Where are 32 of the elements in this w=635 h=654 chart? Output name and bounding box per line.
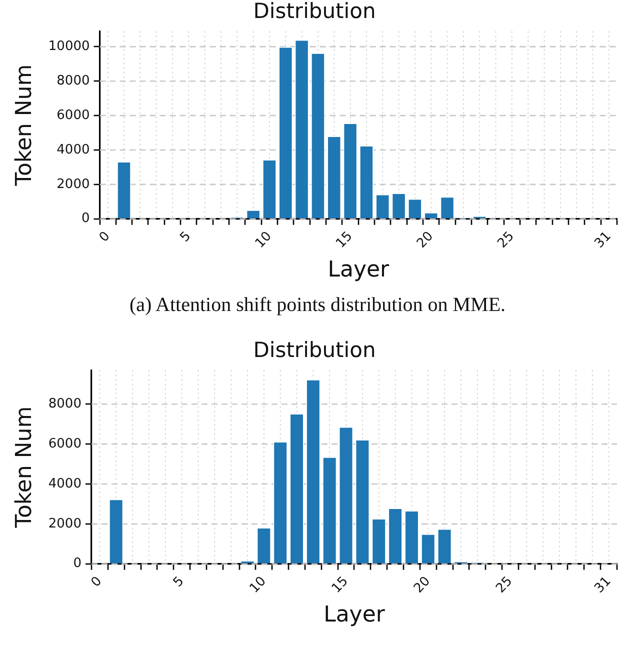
x-tick-label: 15 [329,574,352,596]
y-tick-label: 2000 [48,516,82,532]
y-tick-label: 6000 [56,108,90,123]
x-tick-label: 5 [177,228,194,246]
x-tick-label: 10 [252,228,275,252]
chart-title: Distribution [253,338,376,362]
y-tick-label: 4000 [48,476,82,492]
x-tick-label: 31 [592,574,614,596]
x-tick-label: 25 [493,574,516,596]
y-axis-title: Token Num [12,406,37,529]
x-tick-label: 15 [333,228,356,252]
x-tick-label: 20 [414,228,436,252]
y-tick-label: 8000 [56,74,90,89]
x-tick-label: 5 [170,574,188,590]
y-tick-label: 6000 [48,436,82,452]
x-axis-title: Layer [328,258,390,283]
chart-title: Distribution [253,0,376,24]
y-tick-label: 4000 [56,142,90,158]
y-tick-label: 0 [81,211,90,226]
y-axis-title: Token Num [12,64,37,187]
y-tick-label: 10000 [48,39,90,54]
x-axis-title: Layer [324,602,386,628]
x-tick-label: 20 [411,574,434,596]
y-tick-label: 2000 [56,176,90,192]
text: (a) Attention shift points distribution on MME. [128,294,507,317]
x-tick-label: 25 [495,228,518,252]
y-tick-label: 8000 [48,396,82,412]
y-tick-label: 0 [73,556,82,572]
x-tick-label: 31 [592,228,614,252]
x-tick-label: 0 [88,574,106,590]
x-tick-label: 10 [247,574,270,596]
x-tick-label: 0 [96,228,114,246]
